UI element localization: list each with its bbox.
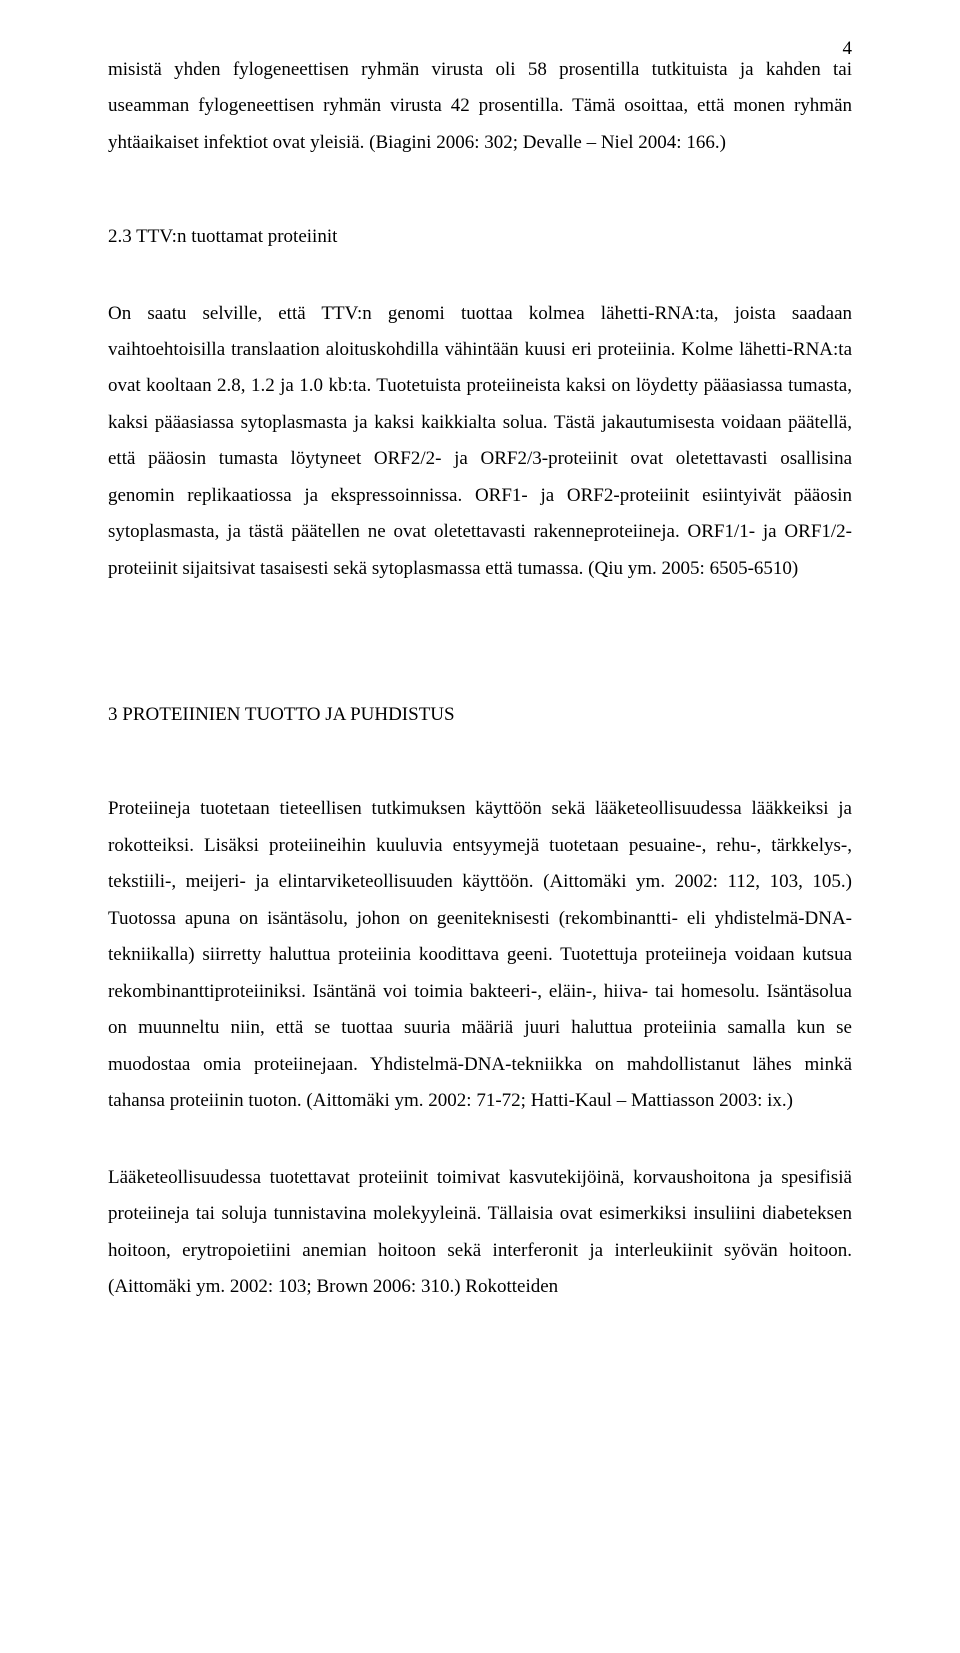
paragraph-4: Lääketeollisuudessa tuotettavat proteiin… <box>108 1160 852 1306</box>
heading-spacer <box>108 256 852 296</box>
paragraph-3: Proteiineja tuotetaan tieteellisen tutki… <box>108 791 852 1119</box>
paragraph-2: On saatu selville, että TTV:n genomi tuo… <box>108 296 852 588</box>
paragraph-spacer <box>108 1120 852 1160</box>
subsection-heading-2-3: 2.3 TTV:n tuottamat proteiinit <box>108 219 852 255</box>
section-heading-3: 3 PROTEIINIEN TUOTTO JA PUHDISTUS <box>108 697 852 733</box>
document-page: 4 misistä yhden fylogeneettisen ryhmän v… <box>0 0 960 1653</box>
section-spacer <box>108 587 852 697</box>
page-number: 4 <box>843 38 853 60</box>
section-spacer <box>108 161 852 219</box>
paragraph-continuation: misistä yhden fylogeneettisen ryhmän vir… <box>108 52 852 161</box>
heading-spacer <box>108 733 852 791</box>
